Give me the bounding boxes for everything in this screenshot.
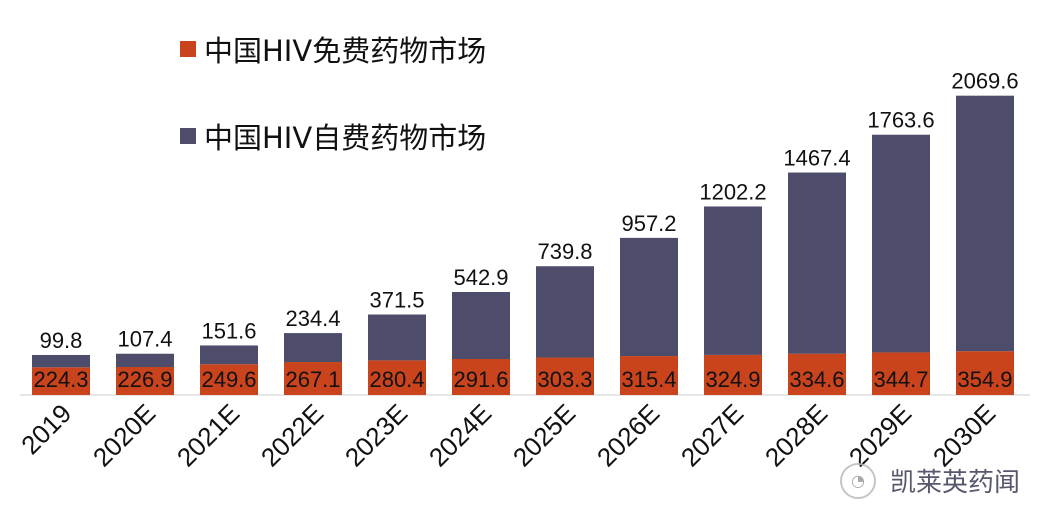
data-label-free: 280.4 (369, 367, 424, 392)
watermark-text: 凯莱英药闻 (890, 468, 1021, 498)
bar-selfpay (200, 345, 258, 365)
wechat-icon: ◔ (840, 462, 876, 499)
data-label-free: 291.6 (453, 367, 508, 392)
bar-free (200, 364, 258, 395)
bar-free (872, 352, 930, 395)
legend-item-free: 中国HIV免费药物市场 (180, 28, 486, 70)
x-tick-label: 2023E (339, 398, 413, 472)
bar-selfpay (536, 266, 594, 358)
bar-free (536, 357, 594, 395)
bar-free (284, 362, 342, 395)
legend-swatch-selfpay (180, 128, 196, 144)
bar-selfpay (368, 314, 426, 361)
legend-label-free: 中国HIV免费药物市场 (204, 34, 487, 68)
bar-selfpay (116, 353, 174, 367)
bar-free (368, 360, 426, 395)
legend-label-selfpay: 中国HIV自费药物市场 (204, 121, 487, 155)
legend-swatch-free (180, 41, 196, 57)
data-label-selfpay: 739.8 (537, 239, 592, 264)
bar-free (620, 356, 678, 395)
bar-free (788, 353, 846, 395)
bar-free (956, 351, 1014, 395)
data-label-selfpay: 234.4 (285, 306, 340, 331)
data-label-selfpay: 542.9 (453, 265, 508, 290)
data-label-free: 303.3 (537, 367, 592, 392)
bar-selfpay (956, 95, 1014, 352)
x-tick-label: 2021E (171, 398, 245, 472)
data-label-selfpay: 107.4 (117, 327, 172, 352)
x-tick-label: 2022E (255, 398, 329, 472)
data-label-free: 324.9 (705, 367, 760, 392)
watermark: ◔ 凯莱英药闻 (840, 462, 1020, 499)
x-tick-label: 2024E (423, 398, 497, 472)
bar-selfpay (452, 291, 510, 359)
data-label-free: 354.9 (957, 367, 1012, 392)
bar-selfpay (32, 354, 90, 368)
bar-selfpay (872, 134, 930, 353)
data-label-free: 315.4 (621, 367, 676, 392)
data-label-free: 267.1 (285, 367, 340, 392)
bar-free (452, 359, 510, 395)
data-label-free: 226.9 (117, 367, 172, 392)
data-label-free: 224.3 (33, 367, 88, 392)
data-label-free: 334.6 (789, 367, 844, 392)
bar-free (704, 354, 762, 395)
x-tick-label: 2020E (87, 398, 161, 472)
bar-free (116, 366, 174, 395)
x-tick-label: 2019 (15, 398, 77, 460)
x-tick-label: 2027E (675, 398, 749, 472)
bar-free (32, 367, 90, 395)
legend-item-selfpay: 中国HIV自费药物市场 (180, 115, 486, 157)
bar-selfpay (620, 237, 678, 357)
x-tick-label: 2025E (507, 398, 581, 472)
x-tick-label: 2028E (759, 398, 833, 472)
data-label-selfpay: 1202.2 (699, 179, 766, 204)
data-label-free: 249.6 (201, 367, 256, 392)
data-label-selfpay: 151.6 (201, 318, 256, 343)
bar-selfpay (788, 172, 846, 354)
bar-selfpay (704, 206, 762, 355)
bar-selfpay (284, 333, 342, 363)
x-tick-label: 2026E (591, 398, 665, 472)
data-label-selfpay: 1467.4 (783, 146, 850, 171)
data-label-selfpay: 99.8 (40, 328, 83, 353)
data-label-free: 344.7 (873, 367, 928, 392)
data-label-selfpay: 2069.6 (951, 69, 1018, 94)
data-label-selfpay: 1763.6 (867, 108, 934, 133)
data-label-selfpay: 957.2 (621, 211, 676, 236)
data-label-selfpay: 371.5 (369, 288, 424, 313)
